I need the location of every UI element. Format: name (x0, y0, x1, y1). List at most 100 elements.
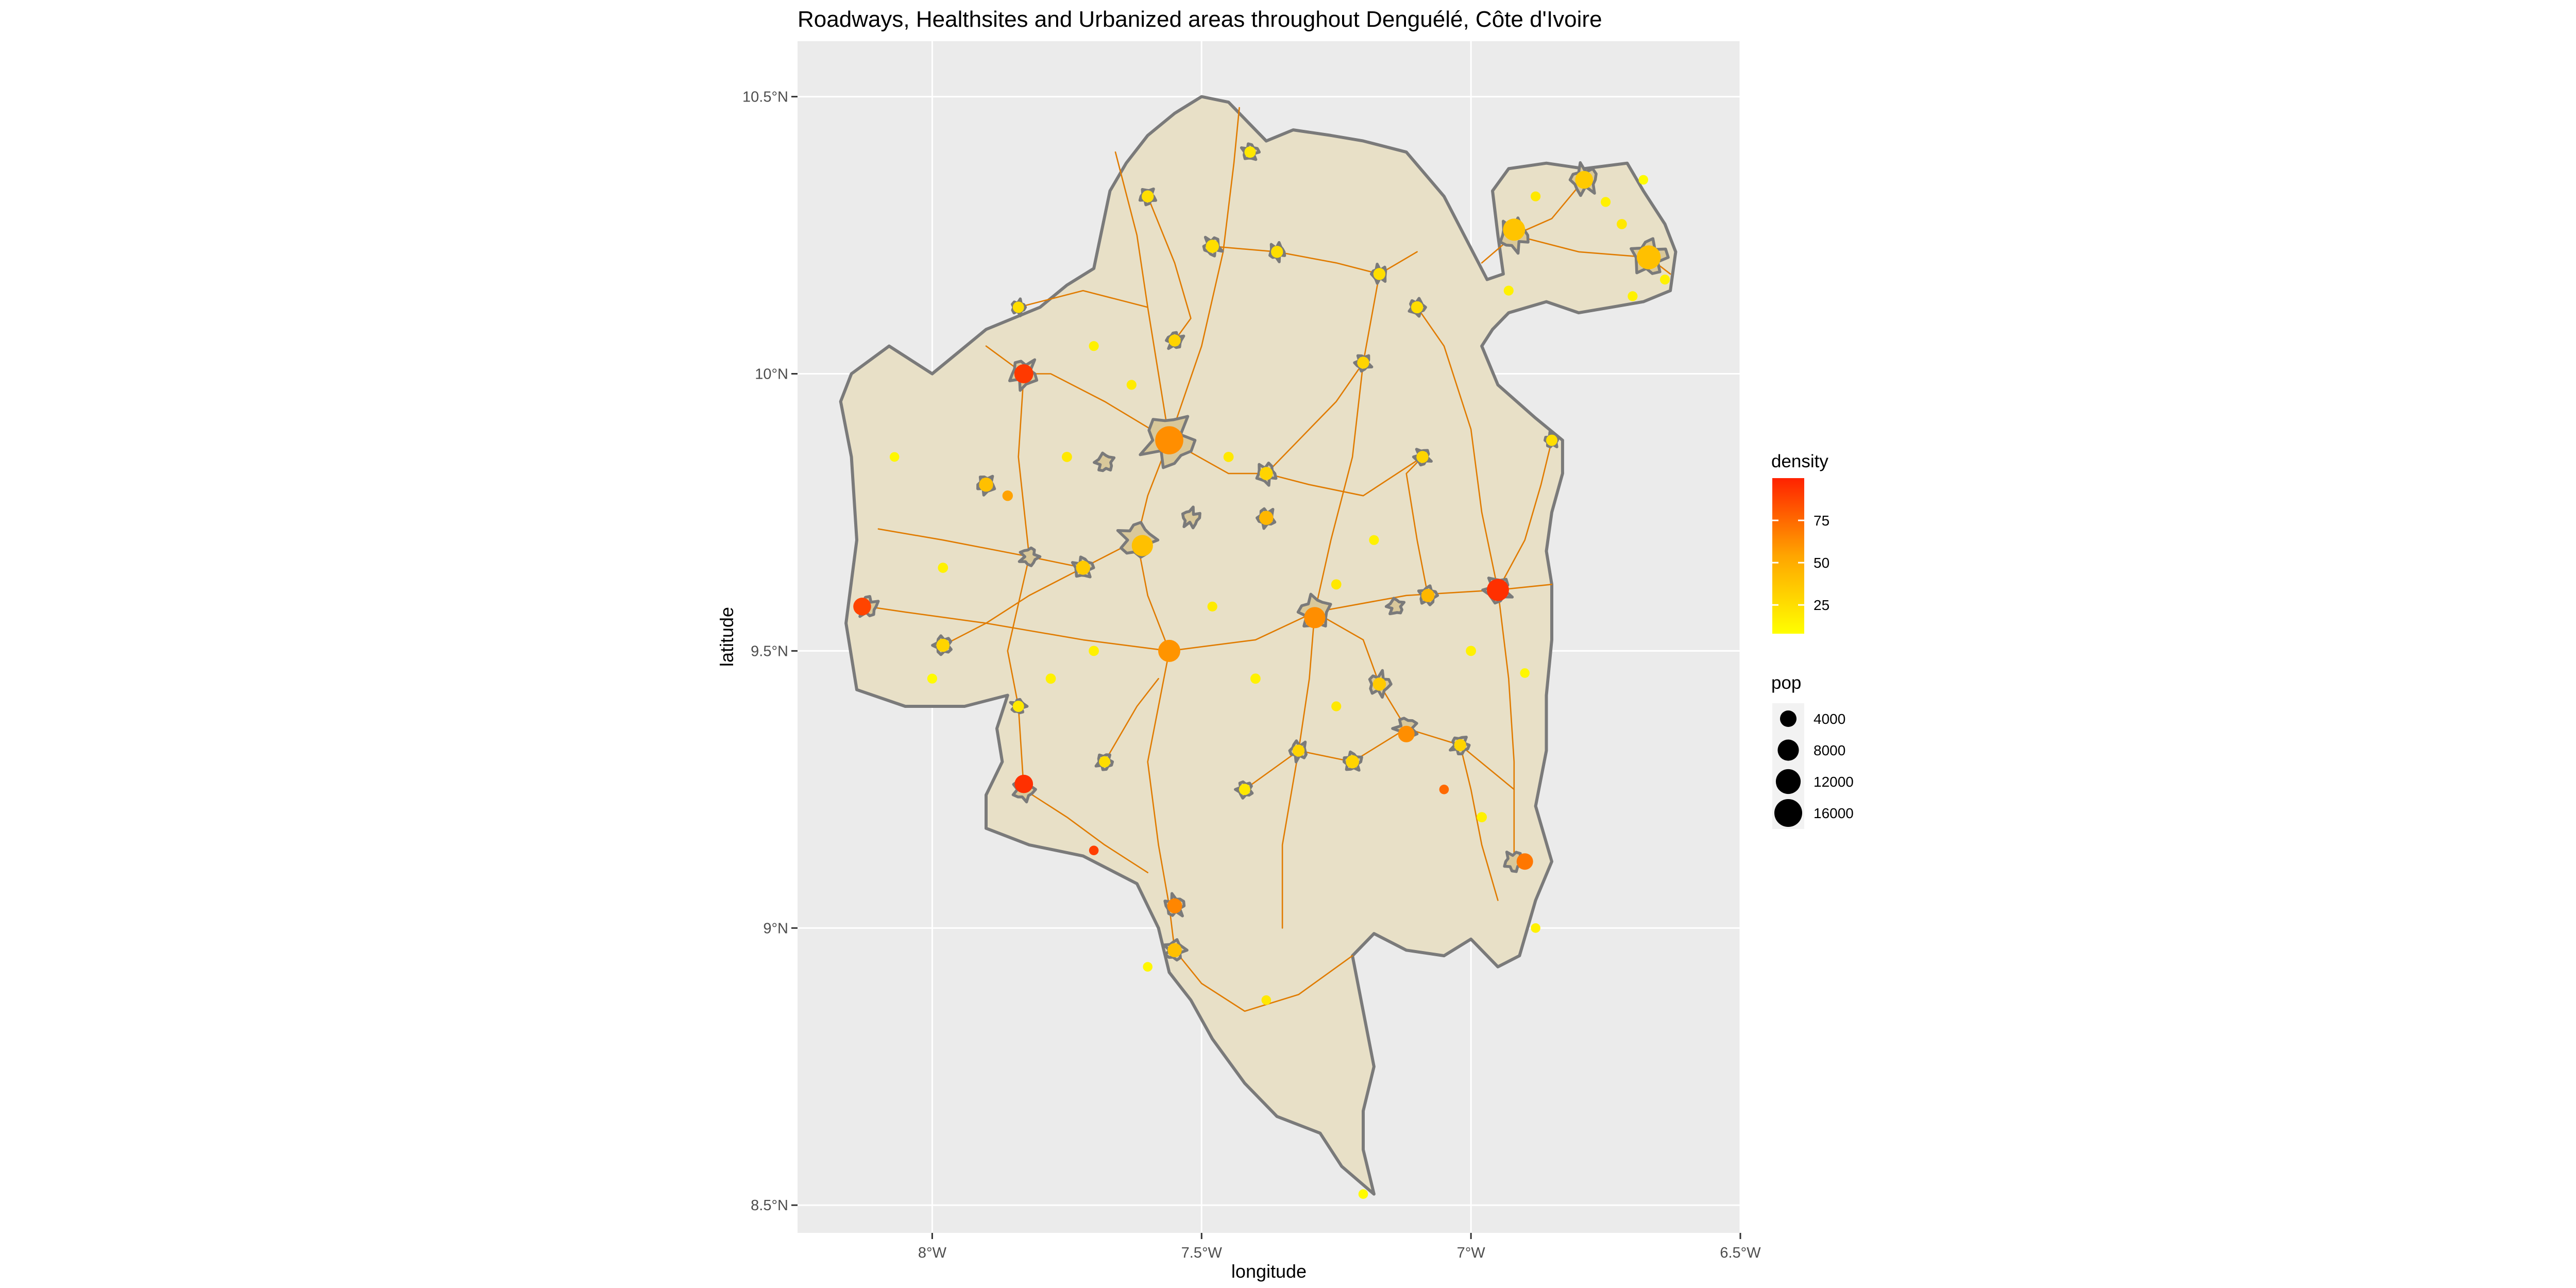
healthsite-point (1158, 639, 1180, 662)
road-line (942, 567, 1084, 646)
legend-pop: pop 4000 8000 12000 16000 (1771, 673, 1854, 829)
healthsite-point (1398, 725, 1415, 742)
road-line (1147, 195, 1192, 342)
healthsite-point (1076, 561, 1090, 575)
legend-density-title: density (1771, 451, 1828, 471)
urbanized-area (1093, 451, 1116, 472)
healthsite-point (1477, 812, 1487, 822)
healthsite-point (1259, 511, 1274, 525)
healthsite-point (1002, 490, 1013, 501)
urbanized-area (1181, 505, 1201, 530)
road-line (1007, 373, 1030, 790)
healthsite-point (1014, 364, 1033, 383)
healthsite-point (1167, 898, 1182, 913)
pop-key-dot (1774, 799, 1802, 827)
healthsite-point (979, 478, 993, 492)
healthsite-point (1292, 744, 1305, 757)
road-line (1314, 611, 1380, 685)
pop-key-label: 12000 (1814, 774, 1854, 790)
healthsite-point (1486, 579, 1509, 601)
y-tick-label: 10.5°N (742, 89, 788, 106)
density-tick-label: 50 (1814, 555, 1829, 571)
healthsite-point (1357, 357, 1369, 369)
healthsite-point (1531, 923, 1540, 933)
healthsite-point (1637, 245, 1661, 269)
density-tick-label: 75 (1814, 513, 1829, 529)
region-layer (839, 95, 1677, 1196)
healthsite-point (1126, 380, 1137, 390)
denguele-region (839, 95, 1677, 1196)
y-tick-label: 9.5°N (751, 643, 788, 659)
healthsite-point (1331, 701, 1342, 711)
healthsite-point (1089, 845, 1099, 855)
healthsite-point (1131, 535, 1153, 556)
healthsite-point (1546, 434, 1557, 446)
pop-key-dot (1775, 769, 1801, 794)
healthsite-point (1045, 673, 1056, 684)
healthsite-layer (853, 146, 1670, 1199)
y-axis-title: latitude (716, 607, 737, 667)
urbanized-area (1384, 597, 1406, 616)
healthsite-point (1223, 452, 1234, 462)
healthsite-point (1439, 785, 1449, 794)
healthsite-point (1014, 774, 1033, 793)
y-tick-label: 10°N (755, 366, 788, 382)
healthsite-point (1575, 171, 1593, 189)
healthsite-point (1466, 646, 1477, 656)
healthsite-point (1143, 962, 1153, 972)
healthsite-point (1638, 175, 1649, 185)
pop-key-label: 16000 (1814, 805, 1854, 821)
healthsite-point (1516, 853, 1533, 870)
healthsite-point (1239, 784, 1250, 795)
healthsite-point (1271, 246, 1283, 258)
road-line (1104, 677, 1159, 762)
urbanized-area (1018, 546, 1042, 567)
pop-key-dot (1777, 739, 1799, 761)
healthsite-point (1206, 240, 1219, 253)
healthsite-point (1346, 755, 1359, 769)
healthsite-point (1167, 943, 1182, 958)
healthsite-point (927, 673, 937, 684)
healthsite-point (1261, 995, 1272, 1005)
healthsite-point (1369, 535, 1379, 545)
healthsite-point (1012, 301, 1024, 313)
road-line (1174, 950, 1353, 1012)
healthsite-point (1260, 467, 1273, 480)
road-line (1405, 456, 1429, 597)
x-axis-title: longitude (1231, 1261, 1307, 1282)
road-line (1244, 727, 1407, 790)
healthsite-point (1062, 452, 1072, 462)
healthsite-point (1155, 426, 1183, 454)
healthsite-point (1411, 301, 1423, 314)
healthsite-point (1503, 218, 1526, 241)
healthsite-point (889, 452, 900, 462)
healthsite-point (1660, 275, 1670, 285)
x-tick-label: 6.5°W (1720, 1245, 1761, 1261)
pop-keys: 4000 8000 12000 16000 (1772, 703, 1854, 829)
x-tick-label: 7°W (1457, 1245, 1486, 1261)
y-tick-label: 8.5°N (751, 1197, 788, 1214)
legend-pop-title: pop (1771, 673, 1801, 693)
healthsite-point (1520, 668, 1530, 678)
healthsite-point (1099, 756, 1111, 768)
axes: 8°W 7.5°W 7°W 6.5°W 8.5°N 9°N 9.5°N 10°N 10.5°N (742, 89, 1761, 1261)
road-line (1459, 744, 1499, 901)
road-line (1211, 245, 1418, 275)
healthsite-point (1089, 341, 1099, 351)
healthsite-point (1168, 334, 1181, 347)
road-line (1379, 683, 1515, 790)
healthsite-point (1244, 146, 1256, 158)
healthsite-point (1304, 607, 1326, 629)
healthsite-point (1531, 191, 1541, 201)
healthsite-point (1331, 579, 1342, 590)
road-line (1497, 439, 1553, 591)
pop-key-label: 8000 (1814, 742, 1845, 758)
healthsite-point (1089, 646, 1099, 656)
healthsite-point (1601, 197, 1611, 207)
chart-title: Roadways, Healthsites and Urbanized area… (798, 7, 1602, 32)
road-line (1265, 362, 1364, 474)
density-ticks: 25 50 75 (1772, 513, 1829, 613)
healthsite-point (1416, 451, 1429, 463)
road-line (985, 345, 1170, 441)
